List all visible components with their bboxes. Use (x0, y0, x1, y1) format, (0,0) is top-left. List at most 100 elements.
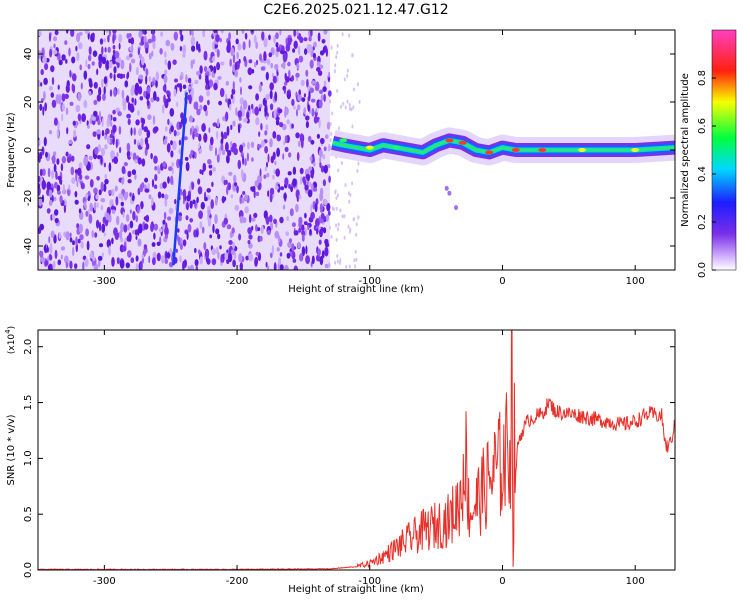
y-tick-label: 20 (23, 96, 34, 109)
noise-speckle (269, 252, 273, 259)
noise-speckle (88, 46, 92, 55)
noise-speckle (230, 93, 234, 100)
noise-speckle (249, 214, 252, 224)
noise-speckle (337, 259, 339, 264)
noise-speckle (182, 53, 186, 58)
noise-speckle (349, 229, 351, 234)
noise-speckle (39, 168, 43, 177)
noise-speckle (214, 214, 218, 225)
noise-speckle (319, 161, 322, 169)
noise-speckle (237, 43, 242, 51)
noise-speckle (322, 179, 326, 187)
noise-speckle (255, 59, 259, 66)
noise-speckle (133, 138, 137, 145)
noise-speckle (65, 151, 69, 157)
noise-speckle (284, 135, 288, 144)
noise-speckle (66, 30, 69, 34)
noise-speckle (101, 46, 104, 55)
noise-speckle (334, 190, 337, 195)
noise-speckle (208, 170, 213, 176)
noise-speckle (287, 37, 293, 43)
noise-speckle (80, 240, 84, 249)
noise-speckle (320, 218, 324, 224)
noise-speckle (141, 254, 144, 259)
noise-speckle (134, 159, 138, 164)
noise-speckle (102, 93, 106, 101)
noise-speckle (239, 97, 244, 105)
noise-speckle (272, 75, 277, 84)
noise-speckle (257, 144, 262, 149)
noise-speckle (308, 36, 312, 42)
noise-speckle (170, 150, 174, 158)
noise-speckle (211, 248, 217, 256)
noise-speckle (85, 210, 89, 217)
noise-speckle (269, 192, 273, 203)
noise-speckle (281, 45, 285, 52)
noise-speckle (97, 255, 103, 261)
noise-speckle (198, 142, 201, 149)
noise-speckle (69, 237, 73, 243)
noise-speckle (274, 91, 278, 102)
noise-speckle (167, 118, 170, 125)
noise-speckle (163, 138, 168, 145)
colorbar-tick-label: 0.8 (697, 70, 708, 86)
noise-speckle (85, 59, 88, 68)
noise-speckle (48, 189, 53, 198)
noise-speckle (38, 175, 41, 183)
noise-speckle (182, 239, 187, 247)
noise-speckle (310, 98, 316, 103)
signal-hotspot (458, 140, 467, 145)
noise-speckle (173, 88, 177, 97)
noise-speckle (38, 186, 41, 196)
noise-speckle (310, 183, 314, 193)
noise-speckle (211, 258, 217, 266)
noise-speckle (232, 53, 236, 64)
noise-speckle (38, 226, 42, 235)
noise-speckle (81, 113, 86, 123)
noise-speckle (321, 39, 326, 44)
noise-speckle (303, 107, 307, 115)
noise-speckle (326, 121, 331, 130)
noise-speckle (88, 155, 93, 161)
noise-speckle (52, 213, 56, 220)
noise-speckle (93, 99, 98, 105)
noise-speckle (253, 61, 257, 68)
noise-speckle (269, 90, 273, 100)
noise-speckle (291, 222, 296, 228)
noise-speckle (57, 175, 62, 181)
noise-speckle (330, 132, 333, 136)
noise-speckle (309, 228, 312, 236)
noise-speckle (233, 174, 237, 183)
noise-speckle (220, 143, 224, 151)
noise-speckle (179, 122, 182, 130)
signal-hotspot (339, 138, 348, 143)
noise-speckle (198, 249, 201, 255)
noise-speckle (284, 107, 289, 116)
noise-speckle (100, 181, 104, 192)
noise-speckle (121, 245, 127, 252)
noise-speckle (304, 184, 309, 191)
noise-speckle (217, 118, 220, 128)
top-y-axis-label: Frequency (Hz) (6, 112, 17, 188)
noise-speckle (99, 38, 104, 45)
noise-speckle (113, 227, 118, 237)
noise-speckle (308, 90, 311, 100)
noise-speckle (77, 167, 82, 177)
noise-speckle (231, 227, 235, 234)
noise-speckle (189, 90, 195, 96)
noise-speckle (130, 127, 133, 136)
noise-speckle (351, 53, 354, 58)
noise-speckle (226, 224, 232, 230)
noise-speckle (264, 105, 268, 116)
noise-speckle (205, 84, 209, 91)
noise-speckle (282, 153, 285, 160)
noise-speckle (189, 264, 195, 270)
noise-speckle (98, 110, 102, 121)
noise-speckle (111, 257, 115, 267)
noise-speckle (203, 132, 208, 143)
noise-speckle (317, 32, 321, 42)
noise-speckle (198, 43, 201, 52)
noise-speckle (135, 255, 139, 262)
noise-speckle (267, 265, 270, 270)
noise-speckle (244, 158, 247, 167)
